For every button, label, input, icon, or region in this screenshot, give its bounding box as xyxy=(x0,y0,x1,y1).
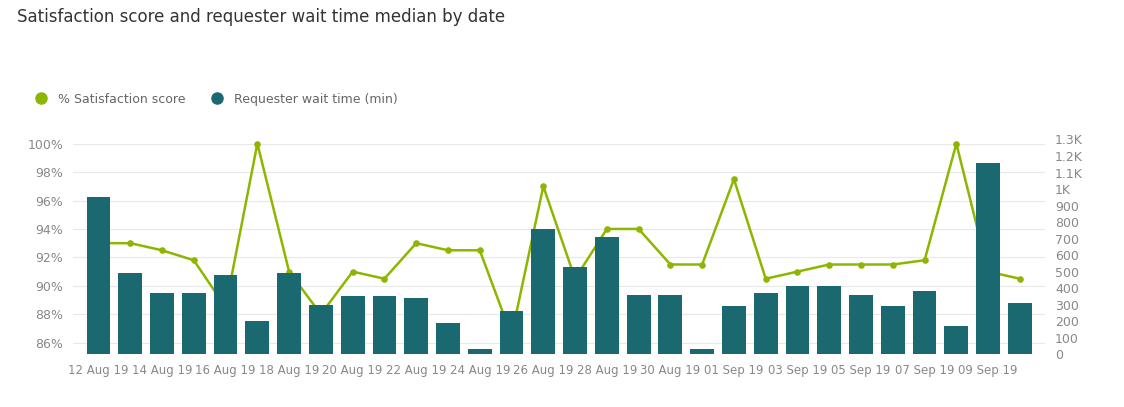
Point xyxy=(661,261,679,268)
Point xyxy=(217,304,235,311)
Point xyxy=(916,257,934,263)
Point xyxy=(407,240,425,246)
Bar xyxy=(944,326,968,354)
Bar xyxy=(245,321,270,354)
Text: Satisfaction score and requester wait time median by date: Satisfaction score and requester wait ti… xyxy=(17,8,505,26)
Bar xyxy=(659,295,682,354)
Point xyxy=(629,226,647,232)
Bar xyxy=(786,287,809,354)
Point xyxy=(1010,276,1028,282)
Bar xyxy=(214,275,237,354)
Point xyxy=(598,226,616,232)
Bar xyxy=(977,163,1000,354)
Bar xyxy=(849,295,873,354)
Bar xyxy=(627,295,651,354)
Point xyxy=(248,140,266,147)
Bar xyxy=(405,298,428,354)
Point xyxy=(756,276,774,282)
Point xyxy=(852,261,870,268)
Point xyxy=(789,268,807,275)
Point xyxy=(979,268,997,275)
Bar xyxy=(690,349,714,354)
Bar xyxy=(722,306,746,354)
Bar xyxy=(881,306,905,354)
Point xyxy=(821,261,839,268)
Point xyxy=(883,261,901,268)
Bar xyxy=(1008,303,1032,354)
Bar xyxy=(532,229,555,354)
Bar xyxy=(87,197,110,354)
Point xyxy=(725,176,743,182)
Point xyxy=(184,257,202,263)
Bar xyxy=(182,293,206,354)
Point xyxy=(344,268,362,275)
Point xyxy=(311,311,329,317)
Bar xyxy=(118,273,142,354)
Bar xyxy=(499,311,524,354)
Legend: % Satisfaction score, Requester wait time (min): % Satisfaction score, Requester wait tim… xyxy=(24,88,404,111)
Point xyxy=(439,247,457,254)
Bar xyxy=(436,323,460,354)
Bar xyxy=(913,291,936,354)
Point xyxy=(375,276,393,282)
Point xyxy=(948,140,966,147)
Bar xyxy=(372,296,397,354)
Bar xyxy=(151,293,174,354)
Point xyxy=(534,183,552,190)
Bar xyxy=(817,287,841,354)
Point xyxy=(121,240,139,246)
Bar xyxy=(341,296,364,354)
Point xyxy=(502,333,520,339)
Point xyxy=(153,247,171,254)
Bar xyxy=(468,349,491,354)
Point xyxy=(694,261,711,268)
Bar xyxy=(595,237,619,354)
Bar xyxy=(309,304,333,354)
Bar xyxy=(563,267,587,354)
Bar xyxy=(754,293,778,354)
Point xyxy=(566,276,584,282)
Point xyxy=(90,240,108,246)
Point xyxy=(280,268,298,275)
Bar xyxy=(278,273,301,354)
Point xyxy=(471,247,489,254)
